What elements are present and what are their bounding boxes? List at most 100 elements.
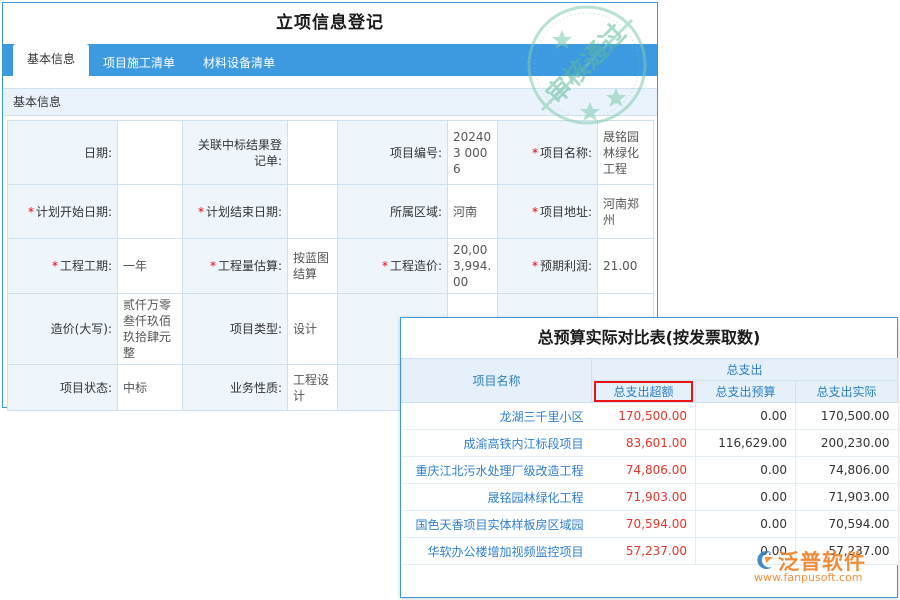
cell-total-expense-over: 71,903.00 bbox=[591, 483, 696, 511]
field-value-project-type[interactable]: 设计 bbox=[287, 293, 338, 365]
table-row[interactable]: 晟铭园林绿化工程 71,903.00 0.00 71,903.00 bbox=[401, 483, 898, 511]
col-header-total-expense-actual[interactable]: 总支出实际 bbox=[794, 380, 899, 403]
col-header-group-total-expense: 总支出 bbox=[590, 358, 899, 381]
field-value-project-address[interactable]: 河南郑州 bbox=[597, 184, 654, 239]
label-text: 工程工期: bbox=[59, 259, 112, 273]
cell-total-expense-actual: 170,500.00 bbox=[794, 402, 898, 430]
field-label-project-status: 项目状态: bbox=[7, 364, 118, 411]
label-text: 预期利润: bbox=[539, 259, 592, 273]
field-value-quantity-estimate[interactable]: 按蓝图结算 bbox=[287, 238, 338, 294]
field-value-linked-bid-result[interactable] bbox=[287, 120, 338, 185]
label-text: 关联中标结果登记单: bbox=[197, 137, 282, 168]
field-label-expected-profit: * 预期利润: bbox=[497, 238, 598, 294]
field-label-plan-end-date: * 计划结束日期: bbox=[182, 184, 288, 239]
cell-total-expense-budget: 116,629.00 bbox=[695, 429, 796, 457]
field-label-project-code: 项目编号: bbox=[337, 120, 448, 185]
label-text: 日期: bbox=[83, 145, 112, 160]
field-label-quantity-estimate: * 工程量估算: bbox=[182, 238, 288, 294]
table-body: 龙湖三千里小区 170,500.00 0.00 170,500.00 成渝高铁内… bbox=[401, 402, 898, 565]
label-text: 项目名称: bbox=[539, 145, 592, 160]
form-row: * 计划开始日期: * 计划结束日期: 所属区域: 河南 * 项目地址: 河南郑州 bbox=[7, 184, 654, 239]
label-text: 所属区域: bbox=[389, 204, 442, 219]
col-header-total-expense-over[interactable]: 总支出超额 bbox=[591, 380, 696, 403]
cell-total-expense-actual: 71,903.00 bbox=[794, 483, 898, 511]
cell-project-name[interactable]: 龙湖三千里小区 bbox=[401, 402, 592, 430]
field-label-linked-bid-result: 关联中标结果登记单: bbox=[182, 120, 288, 185]
cell-total-expense-budget: 0.00 bbox=[695, 402, 796, 430]
section-header-basic-info: 基本信息 bbox=[3, 88, 657, 116]
cell-total-expense-over: 83,601.00 bbox=[591, 429, 696, 457]
table-row[interactable]: 国色天香项目实体样板房区域园 70,594.00 0.00 70,594.00 bbox=[401, 510, 898, 538]
cell-total-expense-over: 57,237.00 bbox=[591, 537, 696, 565]
field-label-project-cost: * 工程造价: bbox=[337, 238, 448, 294]
required-asterisk-icon: * bbox=[531, 145, 538, 160]
table-row[interactable]: 重庆江北污水处理厂级改造工程 74,806.00 0.00 74,806.00 bbox=[401, 456, 898, 484]
label-text: 项目状态: bbox=[59, 380, 112, 395]
required-asterisk-icon: * bbox=[51, 259, 58, 273]
cell-total-expense-over: 74,806.00 bbox=[591, 456, 696, 484]
panel-title: 总预算实际对比表(按发票取数) bbox=[401, 318, 897, 358]
table-row[interactable]: 成渝高铁内江标段项目 83,601.00 116,629.00 200,230.… bbox=[401, 429, 898, 457]
field-value-project-code[interactable]: 202403 0006 bbox=[447, 120, 498, 185]
field-value-date[interactable] bbox=[117, 120, 183, 185]
label-text: 计划结束日期: bbox=[205, 204, 282, 219]
tab-basic-info[interactable]: 基本信息 bbox=[13, 44, 90, 76]
required-asterisk-icon: * bbox=[209, 259, 216, 273]
cell-total-expense-actual: 200,230.00 bbox=[794, 429, 898, 457]
field-value-project-name[interactable]: 晟铭园林绿化工程 bbox=[597, 120, 654, 185]
field-value-project-status[interactable]: 中标 bbox=[117, 364, 183, 411]
cell-project-name[interactable]: 成渝高铁内江标段项目 bbox=[401, 429, 592, 457]
field-value-duration[interactable]: 一年 bbox=[117, 238, 183, 294]
budget-comparison-panel: 总预算实际对比表(按发票取数) 项目名称 总支出 总支出超额 总支出预算 总支出… bbox=[400, 317, 899, 598]
cell-project-name[interactable]: 重庆江北污水处理厂级改造工程 bbox=[401, 456, 592, 484]
field-value-region[interactable]: 河南 bbox=[447, 184, 498, 239]
cell-project-name[interactable]: 晟铭园林绿化工程 bbox=[401, 483, 592, 511]
field-label-date: 日期: bbox=[7, 120, 118, 185]
field-value-plan-start-date[interactable] bbox=[117, 184, 183, 239]
label-text: 造价(大写): bbox=[50, 322, 112, 336]
field-label-duration: * 工程工期: bbox=[7, 238, 118, 294]
cell-total-expense-actual: 57,237.00 bbox=[794, 537, 898, 565]
label-text: 项目编号: bbox=[389, 145, 442, 160]
table-row[interactable]: 龙湖三千里小区 170,500.00 0.00 170,500.00 bbox=[401, 402, 898, 430]
required-asterisk-icon: * bbox=[381, 259, 388, 273]
table-header-group-row: 项目名称 总支出 bbox=[401, 358, 899, 403]
field-label-region: 所属区域: bbox=[337, 184, 448, 239]
field-label-business-nature: 业务性质: bbox=[182, 364, 288, 411]
tab-gap bbox=[3, 76, 657, 88]
form-row: * 工程工期: 一年 * 工程量估算: 按蓝图结算 * 工程造价: 20,003,99… bbox=[7, 238, 654, 294]
page-title: 立项信息登记 bbox=[3, 3, 657, 44]
table-row[interactable]: 华软办公楼增加视频监控项目 57,237.00 0.00 57,237.00 bbox=[401, 537, 898, 565]
field-value-project-cost[interactable]: 20,003,994.00 bbox=[447, 238, 498, 294]
field-label-project-name: * 项目名称: bbox=[497, 120, 598, 185]
tab-construction-list[interactable]: 项目施工清单 bbox=[103, 56, 176, 70]
cell-total-expense-budget: 0.00 bbox=[695, 510, 796, 538]
cell-total-expense-over: 170,500.00 bbox=[591, 402, 696, 430]
label-text: 业务性质: bbox=[229, 380, 282, 395]
label-text: 计划开始日期: bbox=[35, 204, 112, 219]
field-value-business-nature[interactable]: 工程设计 bbox=[287, 364, 338, 411]
label-text: 工程量估算: bbox=[217, 259, 282, 273]
cell-total-expense-over: 70,594.00 bbox=[591, 510, 696, 538]
label-text: 工程造价: bbox=[389, 259, 442, 273]
form-row: 日期: 关联中标结果登记单: 项目编号: 202403 0006 * 项目名称: … bbox=[7, 120, 654, 185]
cell-project-name[interactable]: 华软办公楼增加视频监控项目 bbox=[401, 537, 592, 565]
required-asterisk-icon: * bbox=[27, 204, 34, 219]
label-text: 项目类型: bbox=[229, 322, 282, 336]
cell-total-expense-budget: 0.00 bbox=[695, 537, 796, 565]
field-value-cost-in-words[interactable]: 贰仟万零叁仟玖佰玖拾肆元整 bbox=[117, 293, 183, 365]
tab-bar: 基本信息 项目施工清单 材料设备清单 bbox=[3, 44, 657, 76]
tab-material-equipment-list[interactable]: 材料设备清单 bbox=[203, 56, 276, 70]
cell-total-expense-budget: 0.00 bbox=[695, 483, 796, 511]
col-header-project-name[interactable]: 项目名称 bbox=[401, 358, 592, 403]
field-label-cost-in-words: 造价(大写): bbox=[7, 293, 118, 365]
field-label-project-type: 项目类型: bbox=[182, 293, 288, 365]
field-value-plan-end-date[interactable] bbox=[287, 184, 338, 239]
field-value-expected-profit[interactable]: 21.00 bbox=[597, 238, 654, 294]
cell-project-name[interactable]: 国色天香项目实体样板房区域园 bbox=[401, 510, 592, 538]
col-header-total-expense-budget[interactable]: 总支出预算 bbox=[695, 380, 796, 403]
field-label-project-address: * 项目地址: bbox=[497, 184, 598, 239]
cell-total-expense-actual: 70,594.00 bbox=[794, 510, 898, 538]
cell-total-expense-budget: 0.00 bbox=[695, 456, 796, 484]
